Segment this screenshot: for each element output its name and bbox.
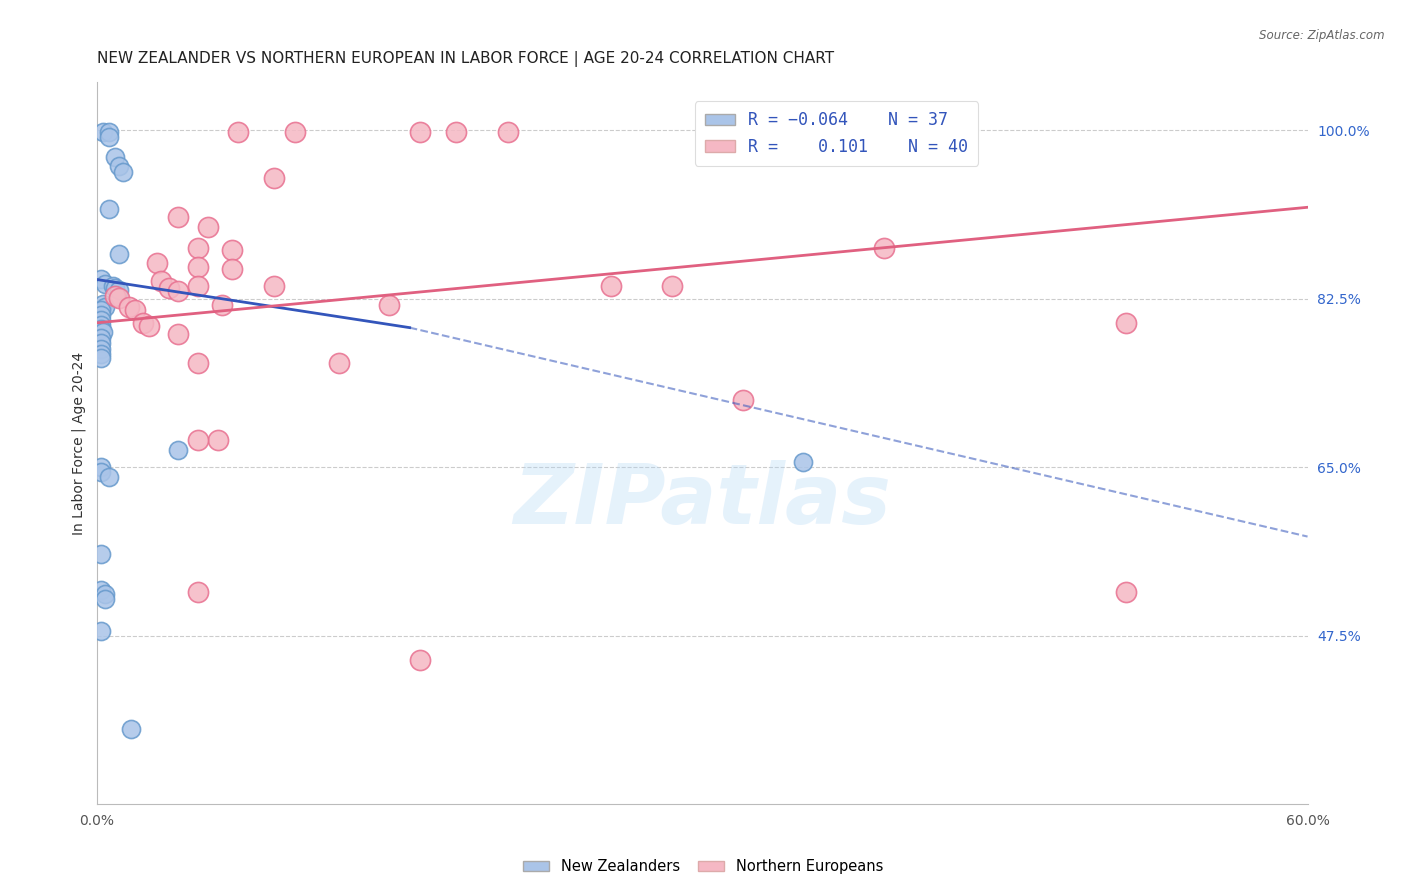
Y-axis label: In Labor Force | Age 20-24: In Labor Force | Age 20-24 xyxy=(72,351,86,534)
Point xyxy=(409,125,432,139)
Point xyxy=(97,125,120,139)
Point xyxy=(101,279,124,293)
Point xyxy=(90,465,112,479)
Point xyxy=(150,274,173,288)
Point xyxy=(197,219,219,234)
Point xyxy=(187,241,209,255)
Point xyxy=(187,260,209,274)
Point xyxy=(108,246,131,260)
Point xyxy=(90,313,112,327)
Point xyxy=(444,125,467,139)
Text: NEW ZEALANDER VS NORTHERN EUROPEAN IN LABOR FORCE | AGE 20-24 CORRELATION CHART: NEW ZEALANDER VS NORTHERN EUROPEAN IN LA… xyxy=(97,51,834,67)
Point xyxy=(166,327,188,342)
Point xyxy=(731,392,754,407)
Legend: R = −0.064    N = 37, R =    0.101    N = 40: R = −0.064 N = 37, R = 0.101 N = 40 xyxy=(695,102,979,166)
Point xyxy=(1115,316,1137,330)
Point xyxy=(90,460,112,475)
Point xyxy=(498,125,520,139)
Point xyxy=(91,296,114,310)
Point xyxy=(118,301,141,315)
Point xyxy=(328,356,350,370)
Point xyxy=(94,592,117,607)
Point xyxy=(166,210,188,224)
Text: Source: ZipAtlas.com: Source: ZipAtlas.com xyxy=(1260,29,1385,42)
Point xyxy=(90,318,112,332)
Point xyxy=(138,318,160,333)
Point xyxy=(187,434,209,448)
Point xyxy=(90,308,112,322)
Point xyxy=(97,202,120,217)
Point xyxy=(124,303,146,318)
Point xyxy=(873,241,896,255)
Point xyxy=(166,284,188,298)
Point xyxy=(146,256,169,270)
Point xyxy=(187,356,209,370)
Point xyxy=(90,342,112,356)
Point xyxy=(90,303,112,318)
Point xyxy=(120,722,142,736)
Point xyxy=(90,346,112,360)
Point xyxy=(112,164,135,178)
Point xyxy=(90,272,112,286)
Point xyxy=(211,298,233,312)
Point xyxy=(94,277,117,292)
Point xyxy=(221,261,243,276)
Point xyxy=(263,279,285,293)
Point xyxy=(108,291,131,305)
Point xyxy=(226,125,249,139)
Point xyxy=(97,130,120,145)
Point xyxy=(94,587,117,601)
Point xyxy=(108,283,131,297)
Point xyxy=(90,624,112,638)
Point xyxy=(97,470,120,484)
Point xyxy=(166,442,188,457)
Point xyxy=(132,316,155,330)
Point xyxy=(90,331,112,345)
Point xyxy=(378,298,401,312)
Point xyxy=(91,326,114,340)
Point xyxy=(90,336,112,351)
Point xyxy=(661,279,683,293)
Text: ZIPatlas: ZIPatlas xyxy=(513,460,891,541)
Point xyxy=(90,547,112,561)
Point xyxy=(263,171,285,186)
Point xyxy=(104,281,127,295)
Point xyxy=(104,289,127,303)
Point xyxy=(221,243,243,257)
Point xyxy=(159,281,181,295)
Point xyxy=(1115,585,1137,599)
Legend: New Zealanders, Northern Europeans: New Zealanders, Northern Europeans xyxy=(517,854,889,880)
Point xyxy=(90,321,112,335)
Point xyxy=(94,301,117,315)
Point xyxy=(91,125,114,139)
Point xyxy=(600,279,623,293)
Point xyxy=(90,583,112,598)
Point xyxy=(104,150,127,164)
Point xyxy=(409,653,432,667)
Point xyxy=(284,125,307,139)
Point xyxy=(187,279,209,293)
Point xyxy=(207,434,229,448)
Point xyxy=(108,159,131,173)
Point xyxy=(792,455,814,469)
Point xyxy=(90,351,112,366)
Point xyxy=(187,585,209,599)
